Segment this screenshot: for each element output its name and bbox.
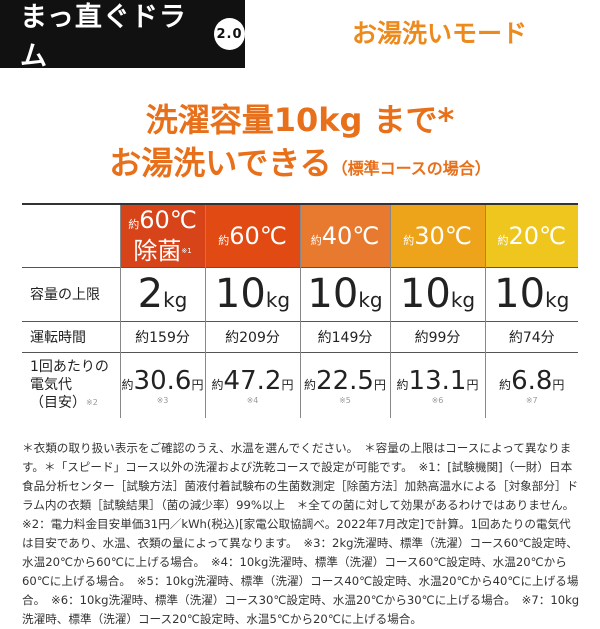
- row-label: 運転時間: [30, 329, 86, 346]
- version-badge: 2.0: [214, 18, 245, 50]
- table-header-row: 約60℃ 除菌※1 約60℃ 約40℃ 約30℃ 約20℃: [22, 204, 578, 267]
- capacity-cell: 2kg: [119, 267, 205, 321]
- time-cell: 約159分: [119, 321, 205, 352]
- footnotes: ＊衣類の取り扱い表示をご確認のうえ、水温を選んでください。 ＊容量の上限はコース…: [22, 441, 581, 626]
- headline-text: お湯洗いできる: [109, 144, 332, 182]
- header-col: 約60℃: [204, 204, 300, 267]
- capacity-cell: 10kg: [389, 267, 485, 321]
- cost-cell: 約30.6円 ※3: [119, 352, 205, 418]
- spec-table: 約60℃ 除菌※1 約60℃ 約40℃ 約30℃ 約20℃ 容量の上限 2kg 1…: [22, 203, 578, 418]
- capacity-cell: 10kg: [299, 267, 390, 321]
- product-logo: まっ直ぐドラム 2.0: [0, 0, 245, 72]
- cost-row: 1回あたりの 電気代 （目安）※2 約30.6円 ※3 約47.2円 ※4 約22.5円…: [22, 352, 578, 418]
- row-label: 容量の上限: [30, 287, 100, 303]
- time-row: 運転時間 約159分 約209分 約149分 約99分 約74分: [22, 321, 578, 352]
- time-cell: 約99分: [389, 321, 485, 352]
- mode-title: お湯洗いモード: [352, 19, 528, 48]
- headline-line1: 洗濯容量10kg まで*: [145, 101, 455, 139]
- logo-text: まっ直ぐドラム: [20, 2, 187, 72]
- capacity-row: 容量の上限 2kg 10kg 10kg 10kg 10kg: [22, 267, 578, 321]
- time-cell: 約209分: [204, 321, 300, 352]
- header-col: 約60℃ 除菌※1: [119, 204, 205, 267]
- cost-cell: 約47.2円 ※4: [204, 352, 300, 418]
- header-col: 約20℃: [484, 204, 578, 267]
- header-col: 約30℃: [389, 204, 485, 267]
- cost-cell: 約22.5円 ※5: [299, 352, 390, 418]
- time-cell: 約74分: [484, 321, 578, 352]
- row-label: 1回あたりの 電気代 （目安）※2: [30, 359, 109, 412]
- capacity-cell: 10kg: [204, 267, 300, 321]
- cost-cell: 約6.8円 ※7: [484, 352, 578, 418]
- cost-cell: 約13.1円 ※6: [389, 352, 485, 418]
- header-col: 約40℃: [299, 204, 390, 267]
- headline-note: （標準コースの場合）: [331, 159, 491, 178]
- headline-line2: お湯洗いできる（標準コースの場合）: [0, 138, 600, 184]
- header-empty: [22, 204, 120, 267]
- capacity-cell: 10kg: [484, 267, 578, 321]
- time-cell: 約149分: [299, 321, 390, 352]
